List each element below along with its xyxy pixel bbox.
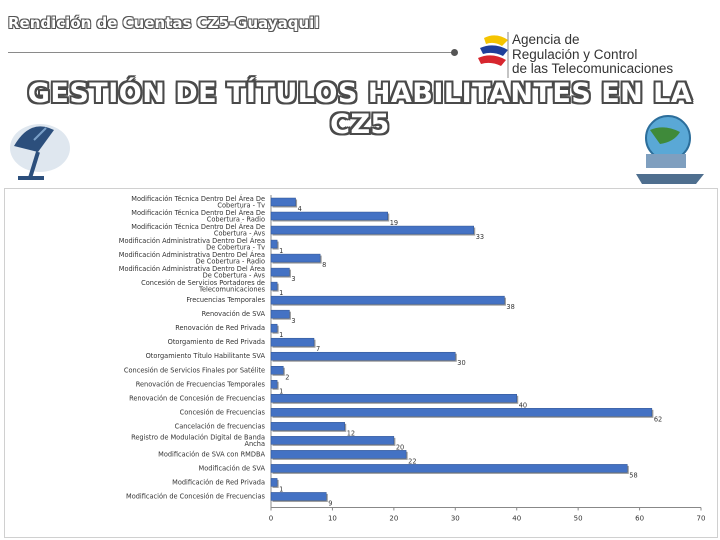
header-rule [8, 52, 454, 53]
header-rule-dot [451, 49, 458, 56]
bar [270, 253, 321, 263]
bar [270, 450, 407, 459]
x-tick-label: 70 [697, 514, 706, 522]
bar [270, 380, 278, 389]
category-label: Renovación de Red Privada [175, 324, 265, 332]
category-label: Otorgamiento Título Habilitante SVA [146, 352, 266, 360]
bar [270, 408, 653, 417]
logo-line-3: de las Telecomunicaciones [512, 61, 674, 76]
category-label: Modificación de SVA [199, 464, 266, 472]
category-label: Concesión de Frecuencias [180, 408, 266, 416]
category-label: Modificación de SVA con RMDBA [158, 450, 265, 458]
bar-value-label: 30 [457, 359, 465, 367]
bar [270, 281, 278, 291]
bar [270, 351, 456, 361]
bar [270, 197, 296, 207]
bar [270, 478, 278, 487]
category-label: Modificación Técnica Dentro Del Área De C… [131, 194, 265, 210]
bar-value-label: 33 [476, 233, 484, 241]
x-tick-label: 60 [635, 514, 644, 522]
bar-chart: 0 10 20 30 40 50 60 70 4 Modificación Técnica Den… [119, 194, 706, 522]
logo-line-2: Regulación y Control [512, 46, 638, 62]
bar-value-label: 22 [408, 457, 416, 465]
header-title: Rendición de Cuentas CZ5-Guayaquil [8, 14, 320, 32]
category-label: Concesión de Servicios Portadores de Tele… [141, 279, 265, 294]
x-tick-label: 0 [269, 514, 273, 522]
bar [270, 422, 345, 431]
category-label: Modificación Técnica Dentro Del Área De C… [131, 222, 265, 238]
category-label: Modificación de Concesión de Frecuencias [126, 492, 266, 500]
bar-value-label: 58 [629, 471, 637, 479]
category-label: Concesión de Servicios Finales por Satél… [124, 366, 265, 374]
bar-value-label: 3 [291, 317, 295, 325]
x-tick-label: 50 [574, 514, 583, 522]
bar-value-label: 1 [279, 485, 283, 493]
bar [270, 295, 505, 305]
page-title: GESTIÓN DE TÍTULOS HABILITANTES EN LA CZ… [27, 78, 693, 140]
bar-value-label: 40 [519, 401, 527, 409]
bar-value-label: 38 [506, 303, 514, 311]
bar [270, 464, 628, 473]
bar-value-label: 3 [291, 275, 295, 283]
category-label: Frecuencias Temporales [186, 296, 265, 304]
bar-value-label: 1 [279, 387, 283, 395]
bar-value-label: 12 [347, 429, 355, 437]
category-label: Renovación de Concesión de Frecuencias [129, 394, 265, 402]
bar [270, 323, 278, 333]
bar [270, 211, 388, 221]
arcotel-logo-text: Agencia de Regulación y Control de las T… [512, 32, 674, 77]
category-label: Registro de Modulación Digital de Banda A… [131, 433, 265, 448]
bar [270, 337, 315, 347]
category-label: Modificación Técnica Dentro Del Área De C… [131, 208, 265, 224]
bar-value-label: 7 [316, 345, 320, 353]
bar-value-label: 2 [285, 373, 289, 381]
bar [270, 492, 327, 501]
satellite-dish-icon [10, 124, 70, 180]
x-tick-label: 30 [451, 514, 460, 522]
bar-value-label: 9 [328, 499, 332, 507]
bar-value-label: 8 [322, 261, 326, 269]
x-tick-label: 10 [328, 514, 337, 522]
x-tick-label: 20 [389, 514, 398, 522]
bar-value-label: 1 [279, 331, 283, 339]
category-label: Renovación de Frecuencias Temporales [136, 380, 266, 388]
x-tick-label: 40 [512, 514, 521, 522]
chart-panel: 0 10 20 30 40 50 60 70 4 Modificación Técnica Den… [4, 188, 718, 538]
bar-value-label: 1 [279, 247, 283, 255]
bar [270, 366, 284, 375]
bar-value-label: 1 [279, 289, 283, 297]
bar [270, 309, 290, 319]
bar [270, 436, 395, 445]
logo-line-1: Agencia de [512, 32, 580, 47]
bar [270, 267, 290, 277]
category-label: Renovación de SVA [202, 310, 266, 318]
bar [270, 239, 278, 249]
bar-value-label: 20 [396, 443, 404, 451]
category-label: Modificación Administrativa Dentro Del Á… [119, 250, 265, 266]
category-label: Modificación Administrativa Dentro Del Á… [119, 264, 266, 280]
category-label: Modificación de Red Privada [172, 478, 265, 486]
bar [270, 225, 474, 235]
category-label: Cancelación de frecuencias [175, 422, 266, 430]
category-label: Otorgamiento de Red Privada [168, 338, 265, 346]
bar-value-label: 4 [298, 205, 302, 213]
arcotel-logo [478, 32, 509, 78]
arcotel-emblem-icon [478, 35, 508, 66]
satellite-globe-icon [636, 115, 704, 184]
category-label: Modificación Administrativa Dentro Del Á… [119, 236, 265, 252]
bar-value-label: 62 [654, 415, 662, 423]
bar-value-label: 19 [390, 219, 398, 227]
bar [270, 394, 517, 403]
